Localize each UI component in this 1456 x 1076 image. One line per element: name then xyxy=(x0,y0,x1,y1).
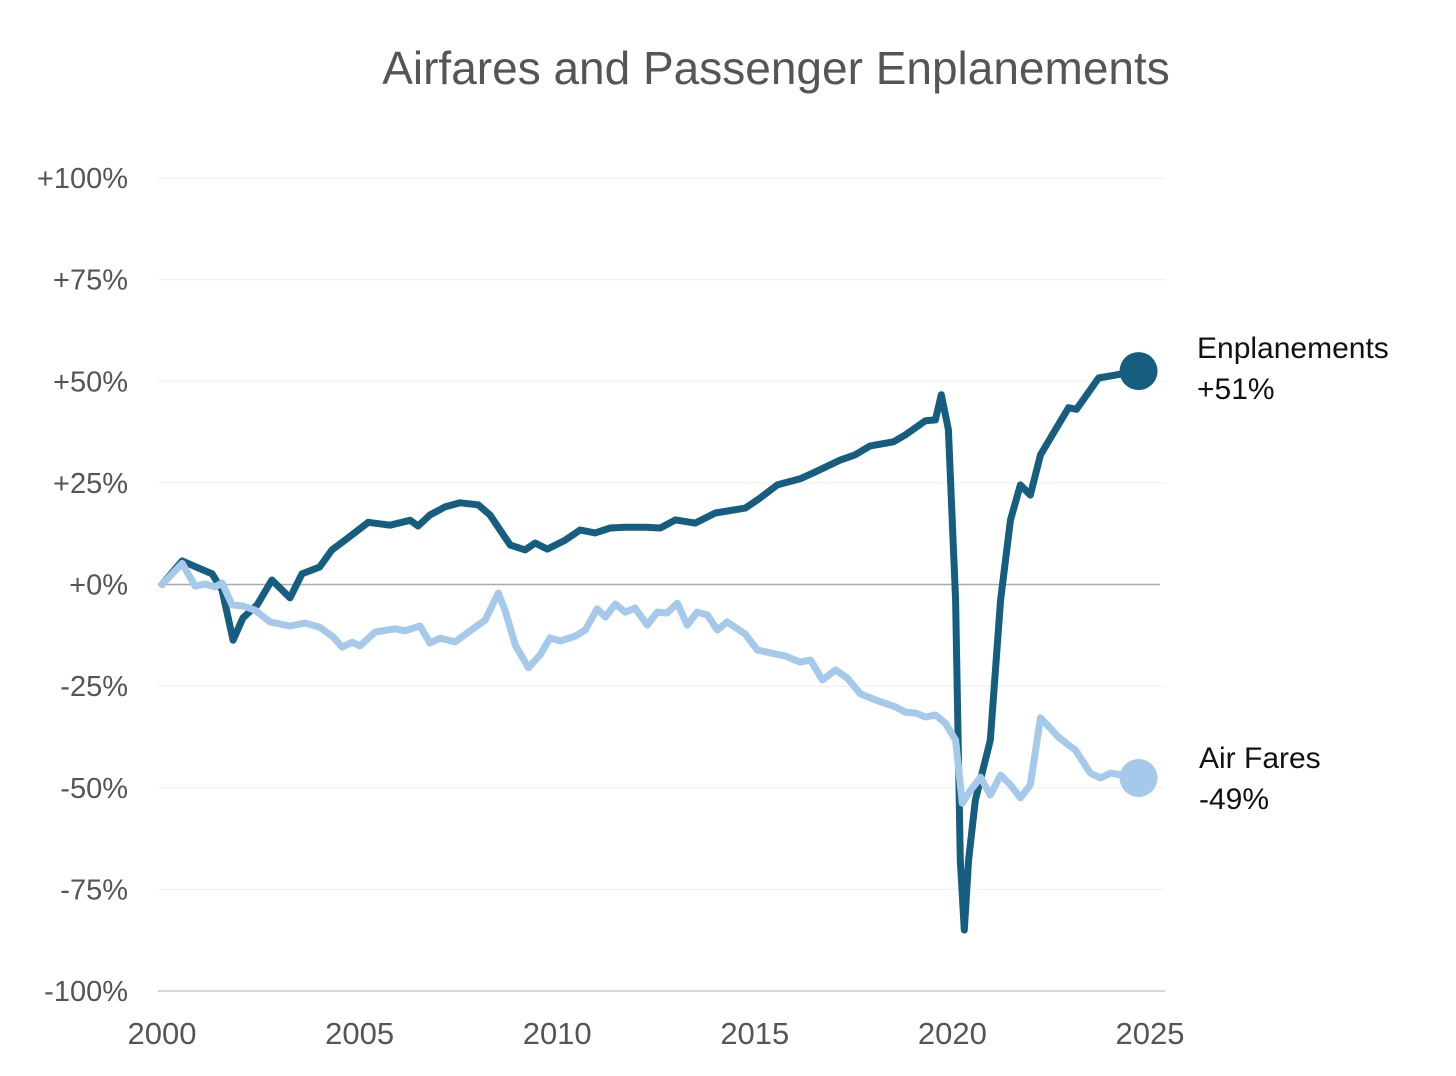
series-labels: Enplanements +51% Air Fares -49% xyxy=(1197,332,1389,816)
y-tick-label: -50% xyxy=(60,773,128,805)
series-label-value: -49% xyxy=(1199,783,1269,816)
x-tick-label: 2005 xyxy=(325,1016,394,1051)
chart-title: Airfares and Passenger Enplanements xyxy=(382,42,1170,94)
x-tick-label: 2010 xyxy=(523,1016,592,1051)
series-end-marker xyxy=(1119,758,1158,797)
y-tick-label: +75% xyxy=(53,265,128,297)
y-axis-ticks: +100% +75% +50% +25% +0% -25% -50% -75% -100% xyxy=(37,163,128,1008)
series-label-name: Enplanements xyxy=(1197,332,1389,365)
y-tick-label: -25% xyxy=(60,671,128,703)
x-tick-label: 2015 xyxy=(720,1016,789,1051)
y-tick-label: -100% xyxy=(44,976,128,1008)
series-line-enplanements xyxy=(158,367,1142,934)
series-line-air-fares xyxy=(158,559,1142,807)
series-label-value: +51% xyxy=(1197,373,1275,406)
y-tick-label: +0% xyxy=(69,570,128,602)
gridlines xyxy=(158,177,1165,992)
y-tick-label: +25% xyxy=(53,468,128,500)
y-tick-label: +100% xyxy=(37,163,128,195)
series-end-marker xyxy=(1119,352,1158,391)
y-tick-label: -75% xyxy=(60,874,128,906)
x-tick-label: 2000 xyxy=(128,1016,197,1051)
y-tick-label: +50% xyxy=(53,366,128,398)
series-label-name: Air Fares xyxy=(1199,742,1321,775)
series-lines xyxy=(158,352,1158,934)
x-tick-label: 2020 xyxy=(918,1016,987,1051)
x-axis-ticks: 2000 2005 2010 2015 2020 2025 xyxy=(128,1016,1185,1051)
x-tick-label: 2025 xyxy=(1116,1016,1185,1051)
